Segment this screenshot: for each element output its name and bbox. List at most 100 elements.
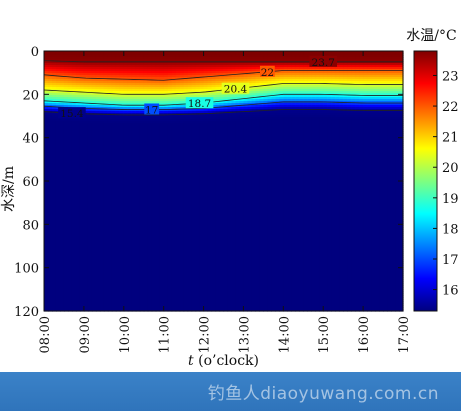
heatmap-cell xyxy=(55,103,61,106)
heatmap-cell xyxy=(51,75,57,78)
heatmap-cell xyxy=(79,103,85,106)
heatmap-cell xyxy=(59,209,65,212)
heatmap-cell xyxy=(63,77,69,80)
heatmap-cell xyxy=(83,125,89,128)
heatmap-cell xyxy=(83,65,89,68)
heatmap-cell xyxy=(91,177,97,180)
heatmap-cell xyxy=(55,215,61,218)
heatmap-cell xyxy=(51,281,57,284)
heatmap-cell xyxy=(59,129,65,132)
heatmap-cell xyxy=(75,91,81,94)
heatmap-cell xyxy=(44,61,49,64)
heatmap-cell xyxy=(91,115,97,118)
heatmap-cell xyxy=(67,277,73,280)
heatmap-cell xyxy=(71,163,77,166)
heatmap-cell xyxy=(87,271,93,274)
heatmap-cell xyxy=(51,231,57,234)
heatmap-cell xyxy=(51,251,57,254)
heatmap-cell xyxy=(47,159,53,162)
heatmap-cell xyxy=(75,205,81,208)
heatmap-cell xyxy=(47,67,53,70)
heatmap-cell xyxy=(47,175,53,178)
heatmap-cell xyxy=(71,271,77,274)
heatmap-cell xyxy=(59,261,65,264)
heatmap-cell xyxy=(63,187,69,190)
heatmap-cell xyxy=(83,235,89,238)
heatmap-cell xyxy=(51,301,57,304)
heatmap-cell xyxy=(79,97,85,100)
heatmap-cell xyxy=(87,281,93,284)
heatmap-cell xyxy=(63,285,69,288)
heatmap-cell xyxy=(67,293,73,296)
heatmap-cell xyxy=(87,109,93,112)
heatmap-cell xyxy=(55,153,61,156)
heatmap-cell xyxy=(83,303,89,306)
heatmap-cell xyxy=(71,131,77,134)
heatmap-cell xyxy=(47,301,53,304)
heatmap-cell xyxy=(63,87,69,90)
heatmap-cell xyxy=(71,269,77,272)
heatmap-cell xyxy=(51,283,57,286)
heatmap-cell xyxy=(67,185,73,188)
heatmap-cell xyxy=(47,199,53,202)
heatmap-cell xyxy=(79,53,85,56)
heatmap-cell xyxy=(91,121,97,124)
heatmap-cell xyxy=(91,217,97,220)
heatmap-cell xyxy=(63,71,69,74)
heatmap-cell xyxy=(83,237,89,240)
heatmap-cell xyxy=(91,97,97,100)
heatmap-cell xyxy=(75,197,81,200)
heatmap-cell xyxy=(79,231,85,234)
heatmap-cell xyxy=(47,97,53,100)
heatmap-cell xyxy=(79,271,85,274)
heatmap-cell xyxy=(91,155,97,158)
heatmap-cell xyxy=(51,273,57,276)
heatmap-cell xyxy=(44,77,49,80)
heatmap-cell xyxy=(63,165,69,168)
heatmap-cell xyxy=(67,69,73,72)
heatmap-cell xyxy=(47,285,53,288)
heatmap-cell xyxy=(75,253,81,256)
heatmap-cell xyxy=(63,189,69,192)
heatmap-cell xyxy=(83,59,89,62)
heatmap-cell xyxy=(83,105,89,108)
heatmap-cell xyxy=(71,81,77,84)
heatmap-cell xyxy=(63,291,69,294)
heatmap-cell xyxy=(87,119,93,122)
heatmap-cell xyxy=(51,187,57,190)
heatmap-cell xyxy=(67,149,73,152)
heatmap-cell xyxy=(55,285,61,288)
heatmap-cell xyxy=(79,253,85,256)
heatmap-cell xyxy=(59,299,65,302)
heatmap-cell xyxy=(87,183,93,186)
heatmap-cell xyxy=(67,79,73,82)
heatmap-cell xyxy=(95,101,101,104)
heatmap-cell xyxy=(75,103,81,106)
heatmap-cell xyxy=(44,139,49,142)
heatmap-cell xyxy=(91,189,97,192)
heatmap-cell xyxy=(55,279,61,282)
heatmap-cell xyxy=(75,257,81,260)
heatmap-cell xyxy=(79,209,85,212)
heatmap-cell xyxy=(51,169,57,172)
heatmap-cell xyxy=(91,61,97,64)
heatmap-cell xyxy=(91,185,97,188)
heatmap-cell xyxy=(71,141,77,144)
heatmap-cell xyxy=(51,157,57,160)
heatmap-cell xyxy=(91,93,97,96)
heatmap-cell xyxy=(71,267,77,270)
heatmap-cell xyxy=(51,191,57,194)
heatmap-cell xyxy=(75,227,81,230)
heatmap-cell xyxy=(71,195,77,198)
heatmap-cell xyxy=(67,229,73,232)
heatmap-cell xyxy=(91,103,97,106)
heatmap-cell xyxy=(51,247,57,250)
heatmap-cell xyxy=(51,245,57,248)
heatmap-cell xyxy=(95,71,101,74)
heatmap-cell xyxy=(51,211,57,214)
heatmap-cell xyxy=(44,285,49,288)
heatmap-cell xyxy=(87,159,93,162)
heatmap-cell xyxy=(67,117,73,120)
heatmap-cell xyxy=(47,69,53,72)
heatmap-cell xyxy=(87,193,93,196)
